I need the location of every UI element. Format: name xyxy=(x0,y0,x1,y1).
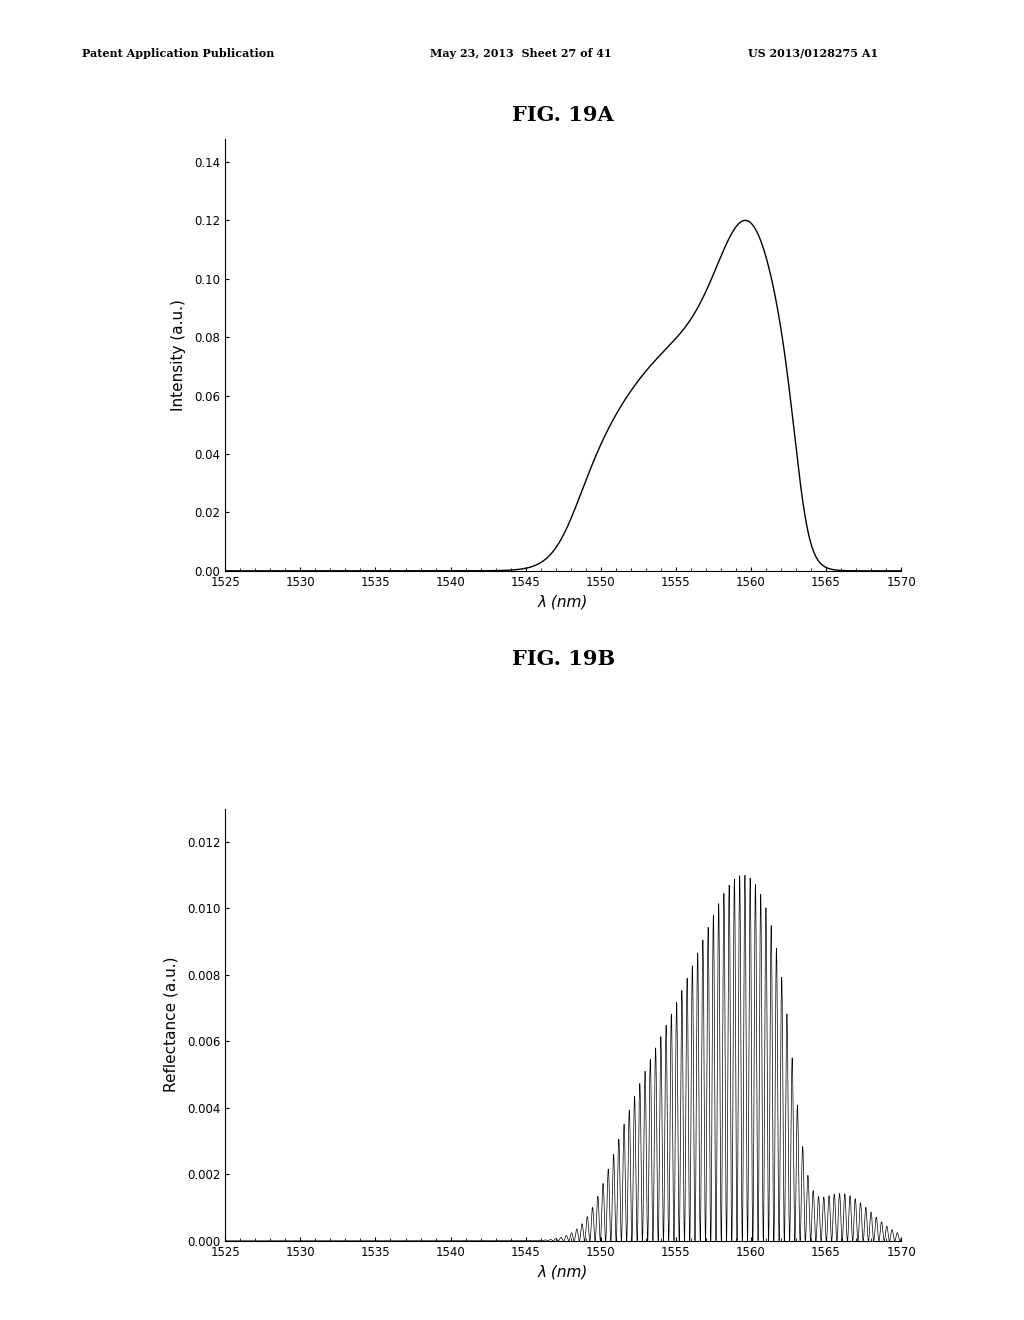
Text: Patent Application Publication: Patent Application Publication xyxy=(82,48,274,58)
Y-axis label: Intensity (a.u.): Intensity (a.u.) xyxy=(171,298,186,411)
X-axis label: λ (nm): λ (nm) xyxy=(538,1265,589,1279)
Text: May 23, 2013  Sheet 27 of 41: May 23, 2013 Sheet 27 of 41 xyxy=(430,48,611,58)
X-axis label: λ (nm): λ (nm) xyxy=(538,594,589,610)
Text: FIG. 19B: FIG. 19B xyxy=(512,649,614,669)
Text: US 2013/0128275 A1: US 2013/0128275 A1 xyxy=(748,48,878,58)
Y-axis label: Reflectance (a.u.): Reflectance (a.u.) xyxy=(164,957,178,1093)
Text: FIG. 19A: FIG. 19A xyxy=(512,106,614,125)
